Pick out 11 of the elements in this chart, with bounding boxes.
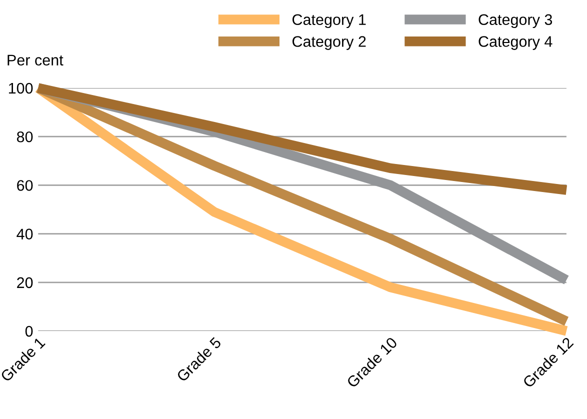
y-tick-label: 40	[16, 228, 33, 240]
y-axis-title: Per cent	[8, 54, 64, 66]
y-tick-label: 100	[8, 82, 33, 94]
legend-label: Category 1	[292, 14, 366, 28]
legend-label: Category 4	[478, 36, 552, 50]
legend-label: Category 3	[478, 14, 552, 28]
y-tick-label: 20	[17, 277, 33, 288]
y-tick-label: 80	[16, 131, 33, 142]
y-tick-label: 0	[25, 326, 33, 337]
y-tick-label: 60	[17, 180, 33, 191]
legend-label: Category 2	[292, 36, 366, 50]
